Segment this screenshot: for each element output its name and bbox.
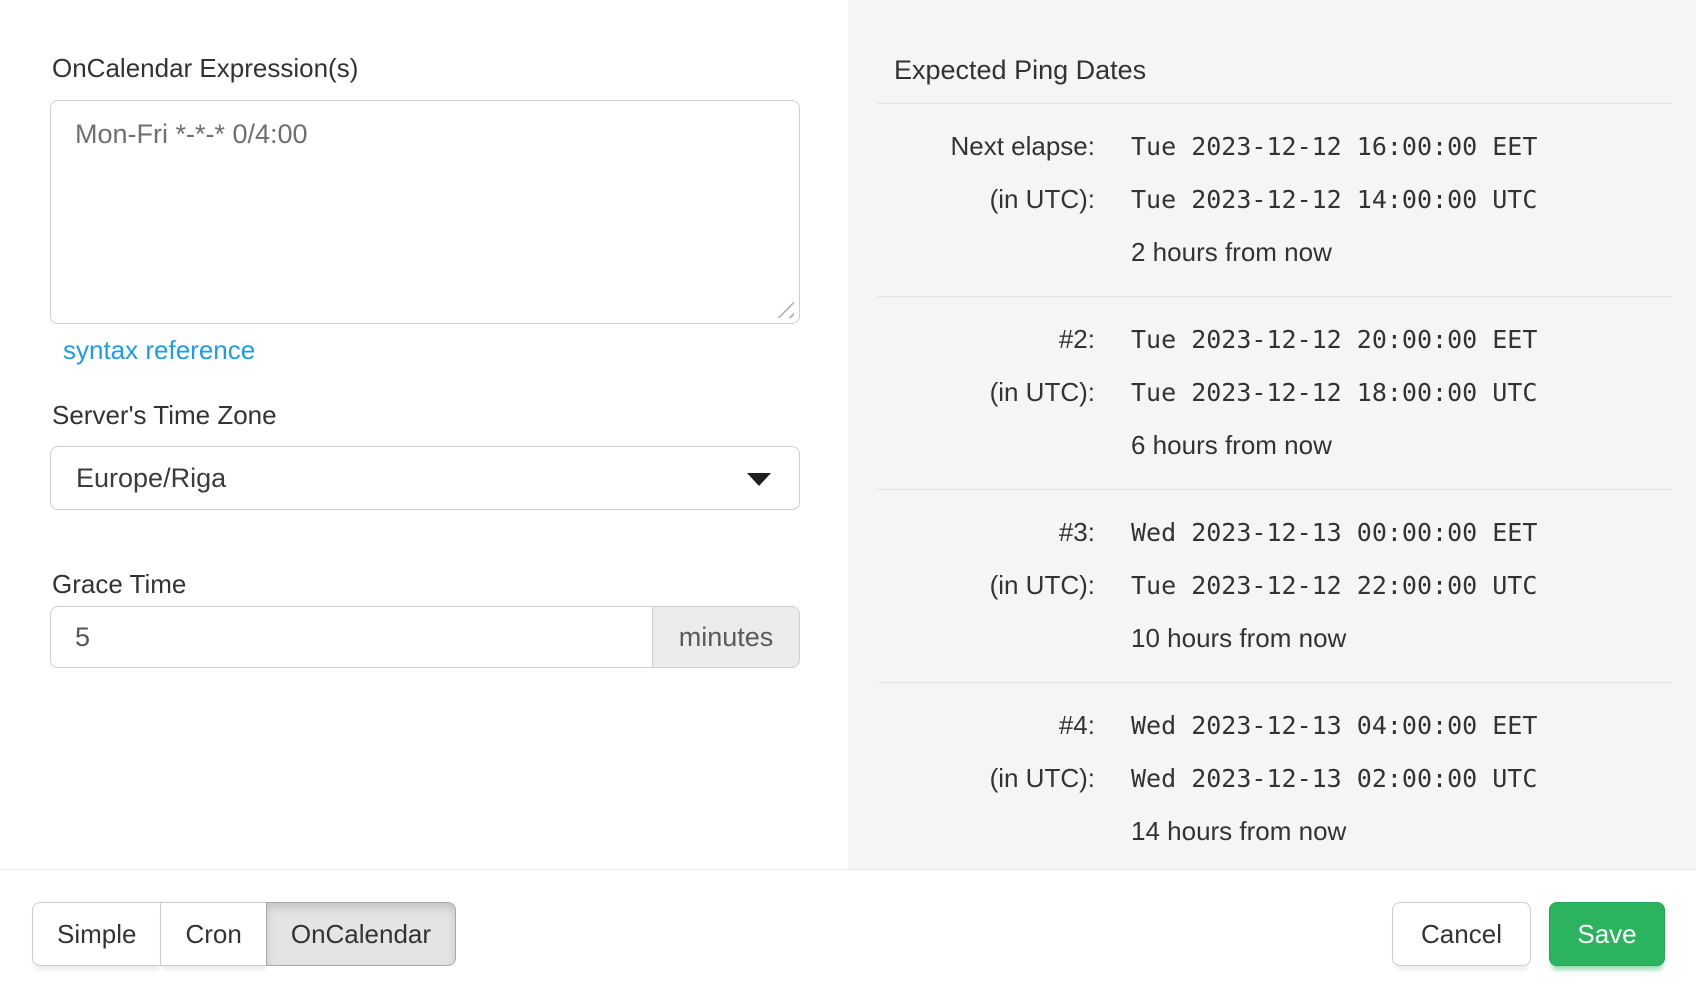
ping-row-label: #4: <box>1058 710 1095 740</box>
ping-row-label: #2: <box>1058 324 1095 354</box>
ping-group: Next elapse: Tue 2023-12-12 16:00:00 EET… <box>877 103 1672 296</box>
ping-row-value: Tue 2023-12-12 22:00:00 UTC <box>1131 571 1538 600</box>
ping-row-value: Tue 2023-12-12 18:00:00 UTC <box>1131 378 1538 407</box>
ping-row-label: (in UTC): <box>989 763 1095 793</box>
save-button[interactable]: Save <box>1549 902 1665 966</box>
ping-row-relative: 10 hours from now <box>877 621 1672 655</box>
ping-row-value: Wed 2023-12-13 04:00:00 EET <box>1131 711 1538 740</box>
expression-label: OnCalendar Expression(s) <box>52 53 359 83</box>
expected-ping-dates-panel: Expected Ping Dates Next elapse: Tue 202… <box>848 0 1696 869</box>
ping-row-utc: (in UTC): Tue 2023-12-12 14:00:00 UTC <box>877 182 1672 217</box>
grace-time-input-group: minutes <box>50 606 800 668</box>
grace-time-input[interactable] <box>50 606 653 668</box>
ping-row-value: Tue 2023-12-12 14:00:00 UTC <box>1131 185 1538 214</box>
ping-row-local: #4: Wed 2023-12-13 04:00:00 EET <box>877 708 1672 743</box>
ping-row-value: Wed 2023-12-13 02:00:00 UTC <box>1131 764 1538 793</box>
ping-row-utc: (in UTC): Tue 2023-12-12 18:00:00 UTC <box>877 375 1672 410</box>
footer-actions: Cancel Save <box>1392 902 1665 966</box>
panel-title: Expected Ping Dates <box>894 55 1147 85</box>
ping-row-value: Tue 2023-12-12 20:00:00 EET <box>1131 325 1538 354</box>
cancel-button[interactable]: Cancel <box>1392 902 1531 966</box>
dialog-footer: Simple Cron OnCalendar Cancel Save <box>0 869 1696 998</box>
caret-down-icon <box>747 473 771 486</box>
ping-row-relative-text: 10 hours from now <box>1131 623 1347 653</box>
ping-row-label: (in UTC): <box>989 184 1095 214</box>
ping-row-relative: 6 hours from now <box>877 428 1672 462</box>
ping-row-value: Tue 2023-12-12 16:00:00 EET <box>1131 132 1538 161</box>
ping-row-local: #3: Wed 2023-12-13 00:00:00 EET <box>877 515 1672 550</box>
timezone-selected-value: Europe/Riga <box>76 462 227 493</box>
timezone-select[interactable]: Europe/Riga <box>50 446 800 510</box>
ping-row-value: Wed 2023-12-13 00:00:00 EET <box>1131 518 1538 547</box>
ping-row-relative: 2 hours from now <box>877 235 1672 269</box>
ping-row-relative: 14 hours from now <box>877 814 1672 848</box>
ping-row-relative-text: 2 hours from now <box>1131 237 1332 267</box>
ping-group: #4: Wed 2023-12-13 04:00:00 EET (in UTC)… <box>877 682 1672 875</box>
expression-textarea[interactable]: Mon-Fri *-*-* 0/4:00 <box>50 100 800 324</box>
mode-button-cron[interactable]: Cron <box>160 902 267 966</box>
ping-row-utc: (in UTC): Tue 2023-12-12 22:00:00 UTC <box>877 568 1672 603</box>
ping-row-label: (in UTC): <box>989 570 1095 600</box>
ping-row-label: (in UTC): <box>989 377 1095 407</box>
schedule-mode-button-group: Simple Cron OnCalendar <box>32 902 457 966</box>
ping-row-local: Next elapse: Tue 2023-12-12 16:00:00 EET <box>877 129 1672 164</box>
ping-row-relative-text: 6 hours from now <box>1131 430 1332 460</box>
ping-row-local: #2: Tue 2023-12-12 20:00:00 EET <box>877 322 1672 357</box>
ping-row-relative-text: 14 hours from now <box>1131 816 1347 846</box>
grace-time-label: Grace Time <box>52 569 187 599</box>
ping-group: #2: Tue 2023-12-12 20:00:00 EET (in UTC)… <box>877 296 1672 489</box>
mode-button-oncalendar[interactable]: OnCalendar <box>265 902 457 966</box>
timezone-label: Server's Time Zone <box>52 400 277 430</box>
ping-row-label: #3: <box>1058 517 1095 547</box>
ping-row-utc: (in UTC): Wed 2023-12-13 02:00:00 UTC <box>877 761 1672 796</box>
grace-time-unit-addon: minutes <box>653 606 800 668</box>
ping-group: #3: Wed 2023-12-13 00:00:00 EET (in UTC)… <box>877 489 1672 682</box>
syntax-reference-link[interactable]: syntax reference <box>63 335 256 365</box>
schedule-form-pane: OnCalendar Expression(s) Mon-Fri *-*-* 0… <box>0 0 848 869</box>
mode-button-simple[interactable]: Simple <box>32 902 162 966</box>
ping-row-label: Next elapse: <box>950 131 1095 161</box>
